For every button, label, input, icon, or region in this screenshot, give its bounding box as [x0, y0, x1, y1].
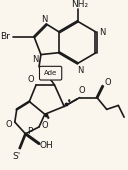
- Text: P: P: [27, 127, 32, 136]
- Text: N: N: [77, 66, 84, 75]
- Text: O: O: [28, 74, 35, 83]
- Text: N: N: [41, 15, 47, 24]
- Text: O: O: [6, 120, 12, 129]
- Text: OH: OH: [40, 141, 54, 150]
- Text: N: N: [99, 28, 105, 37]
- Text: O: O: [104, 78, 111, 87]
- Text: Br: Br: [0, 32, 10, 41]
- FancyBboxPatch shape: [39, 66, 62, 80]
- Text: •: •: [45, 114, 50, 123]
- Text: O: O: [41, 121, 48, 130]
- Text: O: O: [78, 86, 85, 95]
- Text: S': S': [13, 152, 21, 161]
- Text: NH₂: NH₂: [71, 0, 88, 9]
- Text: Ade: Ade: [44, 70, 57, 76]
- Text: N: N: [32, 55, 38, 64]
- Text: •: •: [67, 97, 71, 106]
